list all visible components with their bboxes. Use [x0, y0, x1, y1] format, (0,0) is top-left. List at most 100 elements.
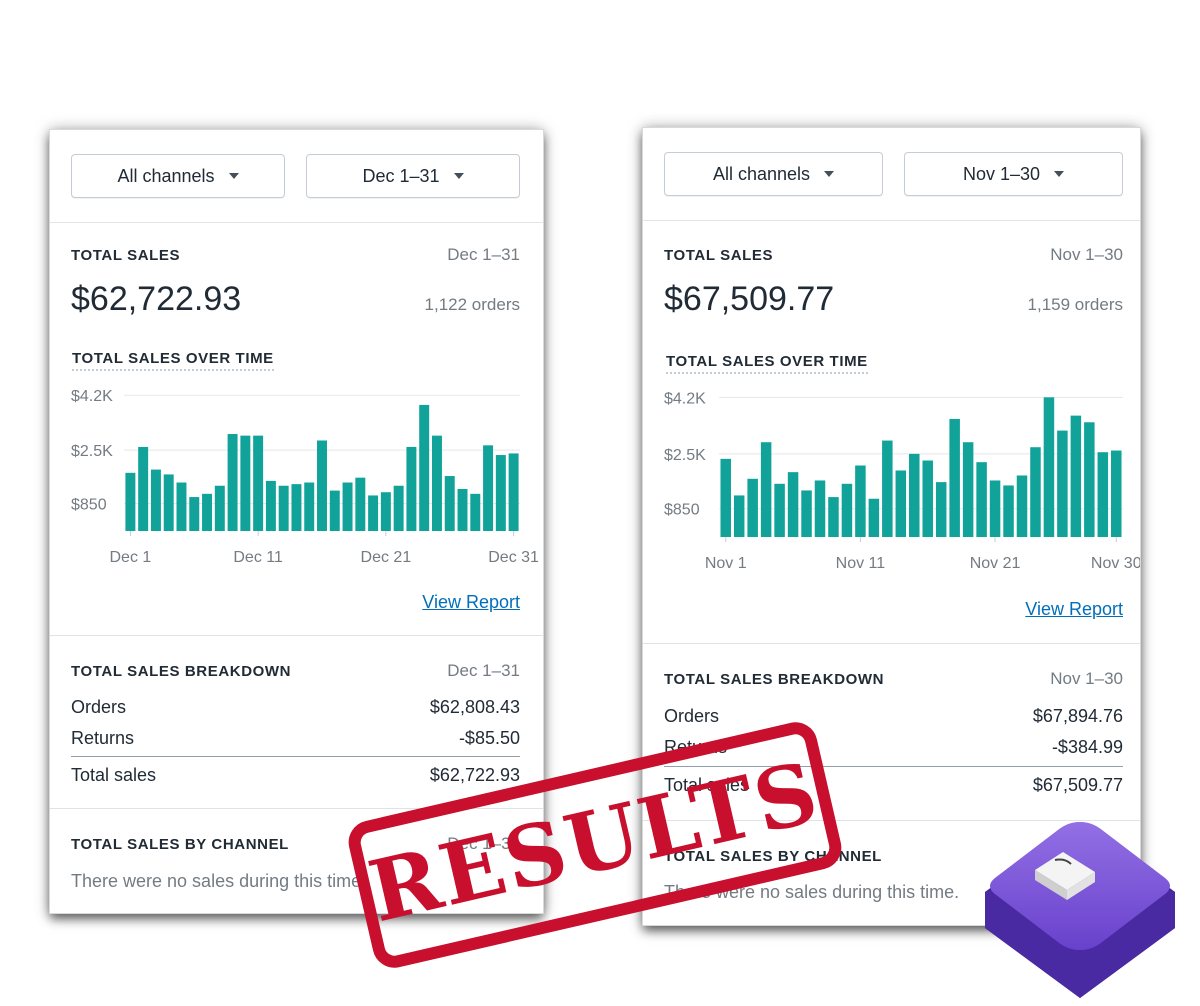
x-tick-label: Dec 1: [109, 549, 151, 566]
sales-bar: [760, 442, 772, 537]
y-tick-label: $2.5K: [664, 447, 706, 464]
section-divider: [643, 643, 1140, 644]
sales-over-time-chart: $850 $2.5K $4.2K Nov 1 Nov 11 Nov 21 Nov 30: [643, 390, 1140, 576]
sales-bar: [895, 470, 907, 537]
sales-bar: [1030, 447, 1041, 537]
sales-bar: [814, 480, 826, 537]
total-sales-range: Dec 1–31: [447, 245, 520, 264]
x-tick-label: Nov 1: [705, 555, 747, 572]
sales-bar: [720, 458, 731, 537]
section-divider: [50, 635, 543, 636]
sales-bar: [868, 498, 880, 537]
y-tick-label: $4.2K: [664, 392, 706, 407]
sales-over-time-title[interactable]: TOTAL SALES OVER TIME: [666, 353, 868, 374]
caret-down-icon: [1054, 171, 1065, 177]
date-range-dropdown[interactable]: Nov 1–30: [904, 152, 1123, 196]
sales-bar: [1057, 430, 1068, 537]
sales-bar: [882, 440, 893, 537]
orders-count: 1,159 orders: [1027, 295, 1123, 314]
sales-card-november: All channels Nov 1–30 TOTAL SALES Nov 1–…: [643, 128, 1140, 925]
orders-label: Orders: [664, 706, 720, 726]
sales-bar: [355, 477, 366, 531]
breakdown-title: TOTAL SALES BREAKDOWN: [71, 663, 292, 680]
total-value: $62,722.93: [429, 765, 520, 785]
returns-value: -$384.99: [1051, 737, 1123, 757]
sales-bar: [214, 485, 225, 531]
section-divider: [643, 820, 1140, 821]
sales-bar: [227, 434, 238, 531]
date-range-dropdown-label: Dec 1–31: [362, 165, 440, 186]
total-sales-title: TOTAL SALES: [664, 247, 774, 264]
sales-bar: [1070, 415, 1082, 537]
sales-bar: [962, 442, 974, 537]
sales-bar: [304, 482, 315, 531]
x-tick-label: Dec 21: [361, 549, 412, 566]
sales-bar: [240, 435, 251, 531]
sales-bar: [922, 460, 933, 537]
sales-bar: [1084, 422, 1095, 537]
sales-bar: [747, 478, 758, 537]
caret-down-icon: [824, 171, 835, 177]
caret-down-icon: [453, 173, 464, 179]
no-sales-message: There were no sales during this time.: [664, 882, 960, 902]
breakdown-range: Nov 1–30: [1050, 669, 1123, 688]
orders-count: 1,122 orders: [424, 295, 520, 314]
sales-bar: [828, 497, 839, 537]
app-logo-icon: [975, 800, 1185, 1000]
filter-bar: All channels Dec 1–31: [50, 130, 543, 223]
breakdown-title: TOTAL SALES BREAKDOWN: [664, 671, 885, 688]
sales-bar: [125, 472, 136, 531]
by-channel-range: Dec 1–31: [447, 834, 520, 853]
sales-bar: [368, 495, 379, 531]
caret-down-icon: [228, 173, 239, 179]
sales-bar: [841, 483, 853, 537]
orders-value: $67,894.76: [1032, 706, 1123, 726]
sales-bar: [189, 497, 200, 531]
by-channel-title: TOTAL SALES BY CHANNEL: [71, 836, 289, 853]
total-rule: [664, 766, 1123, 767]
sales-bar: [855, 465, 866, 537]
channels-dropdown-label: All channels: [117, 165, 215, 186]
orders-label: Orders: [71, 697, 127, 717]
view-report-link[interactable]: View Report: [422, 592, 520, 612]
sales-bar: [949, 418, 960, 537]
sales-bar: [457, 488, 468, 531]
sales-bar: [406, 446, 417, 531]
y-tick-label: $850: [664, 502, 700, 519]
sales-bar: [253, 435, 264, 531]
sales-bar: [1111, 450, 1122, 537]
channels-dropdown[interactable]: All channels: [664, 152, 883, 196]
sales-bar: [787, 472, 799, 537]
total-sales-range: Nov 1–30: [1050, 245, 1123, 264]
channels-dropdown[interactable]: All channels: [71, 154, 285, 198]
sales-bar: [278, 485, 289, 531]
sales-bar: [163, 474, 174, 531]
sales-over-time-chart: $850 $2.5K $4.2K Dec 1 Dec 11 Dec 21 Dec 31: [50, 388, 543, 570]
sales-bar: [380, 492, 391, 531]
sales-over-time-title[interactable]: TOTAL SALES OVER TIME: [72, 350, 274, 371]
x-tick-label: Nov 11: [836, 555, 886, 572]
sales-bar: [1003, 485, 1014, 537]
x-tick-label: Nov 21: [970, 555, 1021, 572]
sales-bar: [801, 490, 812, 537]
total-label: Total sales: [71, 765, 157, 785]
no-sales-message: There were no sales during this time.: [71, 871, 367, 891]
returns-value: -$85.50: [458, 728, 520, 748]
total-rule: [71, 756, 520, 757]
sales-bar: [976, 462, 987, 537]
sales-bar: [265, 480, 276, 531]
x-tick-label: Nov 30: [1091, 555, 1140, 572]
x-tick-label: Dec 11: [233, 549, 283, 566]
sales-bar: [495, 455, 506, 531]
date-range-dropdown[interactable]: Dec 1–31: [306, 154, 520, 198]
y-tick-label: $4.2K: [71, 390, 113, 405]
sales-bar: [202, 493, 213, 531]
y-tick-label: $2.5K: [71, 443, 113, 460]
returns-label: Returns: [664, 737, 728, 757]
date-range-dropdown-label: Nov 1–30: [962, 163, 1041, 184]
sales-bar: [1097, 452, 1109, 537]
view-report-link[interactable]: View Report: [1025, 599, 1123, 619]
sales-bar: [774, 483, 785, 537]
total-sales-amount: $67,509.77: [664, 280, 835, 318]
by-channel-title: TOTAL SALES BY CHANNEL: [664, 848, 882, 865]
